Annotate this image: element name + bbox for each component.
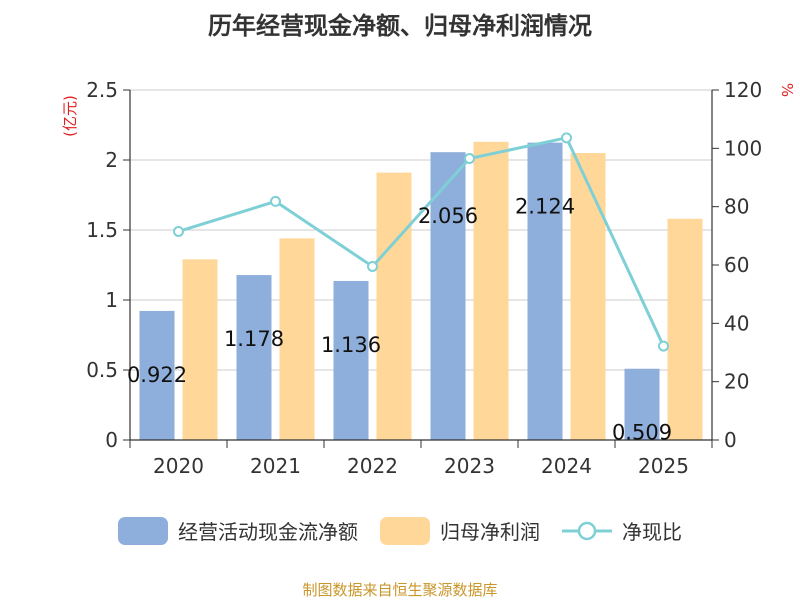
bar-netprofit xyxy=(473,141,509,441)
x-tick-label: 2023 xyxy=(444,454,495,478)
right-tick-label: 80 xyxy=(724,195,749,219)
grid-lines xyxy=(130,89,712,371)
left-tick-label: 1.5 xyxy=(86,218,118,242)
legend-swatch-netprofit xyxy=(380,516,430,545)
legend-item-ratio[interactable]: 净现比 xyxy=(562,516,682,545)
x-tick-label: 2024 xyxy=(541,454,592,478)
right-tick-label: 40 xyxy=(724,311,749,335)
x-tick-label: 2025 xyxy=(638,454,689,478)
bar-netprofit xyxy=(667,218,703,440)
legend-label-netprofit: 归母净利润 xyxy=(440,520,540,544)
right-axis-label: % xyxy=(778,83,796,97)
x-tick-label: 2022 xyxy=(347,454,398,478)
bar-netprofit xyxy=(182,259,218,440)
point-ratio xyxy=(173,225,184,237)
bar-marks xyxy=(139,141,703,441)
bar-cashflow xyxy=(333,280,369,440)
left-tick-label: 2 xyxy=(105,148,118,172)
data-label-cashflow: 0.509 xyxy=(612,421,672,445)
left-tick-label: 1 xyxy=(105,288,118,312)
data-label-cashflow: 0.922 xyxy=(127,363,187,387)
data-label-cashflow: 1.178 xyxy=(224,327,284,351)
point-ratio xyxy=(270,195,281,207)
source-note: 制图数据来自恒生聚源数据库 xyxy=(302,581,498,599)
right-tick-label: 20 xyxy=(724,370,749,394)
legend-label-cashflow: 经营活动现金流净额 xyxy=(178,520,358,544)
chart-title: 历年经营现金净额、归母净利润情况 xyxy=(208,12,592,40)
bar-netprofit xyxy=(376,172,412,440)
bar-cashflow xyxy=(139,310,175,440)
data-label-cashflow: 2.056 xyxy=(418,204,478,228)
line-series xyxy=(173,132,669,352)
data-label-cashflow: 2.124 xyxy=(515,195,575,219)
legend-swatch-ratio xyxy=(562,521,612,540)
legend-item-cashflow[interactable]: 经营活动现金流净额 xyxy=(118,516,358,545)
legend-label-ratio: 净现比 xyxy=(622,520,682,544)
line-ratio xyxy=(178,136,665,347)
right-tick-label: 60 xyxy=(724,253,749,277)
bar-cashflow xyxy=(430,152,466,440)
x-tick-label: 2020 xyxy=(153,454,204,478)
left-tick-label: 0.5 xyxy=(86,358,118,382)
bar-netprofit xyxy=(279,238,315,440)
point-ratio xyxy=(658,340,669,352)
point-ratio xyxy=(561,132,572,144)
left-tick-label: 2.5 xyxy=(86,78,118,102)
left-tick-label: 0 xyxy=(105,428,118,452)
right-tick-label: 120 xyxy=(724,78,762,102)
bar-cashflow xyxy=(624,368,660,440)
right-tick-label: 0 xyxy=(724,428,737,452)
legend-swatch-cashflow xyxy=(118,516,168,545)
axes: 0 0.5 1 1.5 2 2.5 0 20 40 60 80 100 120 (亿元)% 2020 2021… xyxy=(61,78,796,478)
left-axis-label: (亿元) xyxy=(61,95,79,137)
point-ratio xyxy=(367,260,378,272)
legend: 经营活动现金流净额 归母净利润 净现比 xyxy=(0,516,800,545)
legend-item-netprofit[interactable]: 归母净利润 xyxy=(380,516,540,545)
data-label-cashflow: 1.136 xyxy=(321,333,381,357)
point-ratio xyxy=(464,153,475,165)
bar-netprofit xyxy=(570,153,606,440)
data-labels: 0.922 1.178 1.136 2.056 2.124 0.509 xyxy=(127,195,672,445)
x-tick-label: 2021 xyxy=(250,454,301,478)
bar-cashflow xyxy=(527,142,563,440)
bar-cashflow xyxy=(236,275,272,440)
right-tick-label: 100 xyxy=(724,136,762,160)
